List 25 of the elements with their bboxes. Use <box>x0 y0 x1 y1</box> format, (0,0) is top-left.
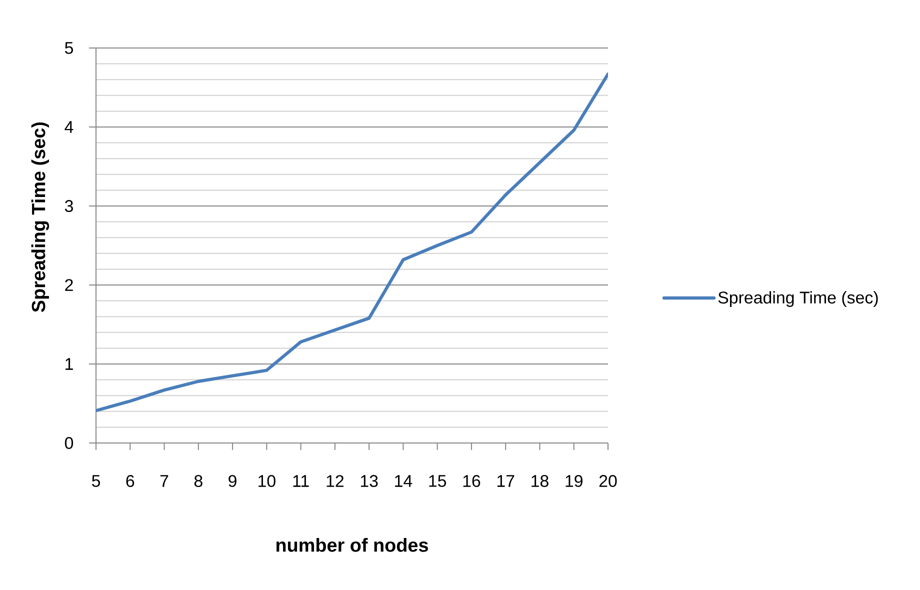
x-tick-label: 13 <box>360 475 378 488</box>
y-tick-label: 1 <box>66 358 73 370</box>
x-tick-label: 9 <box>228 475 236 488</box>
y-tick-label: 2 <box>65 279 73 291</box>
y-axis-title: Spreading Time (sec) <box>31 122 50 312</box>
x-tick-label: 14 <box>395 475 412 487</box>
legend-label: Spreading Time (sec) <box>718 291 878 307</box>
x-tick-label: 15 <box>429 475 446 487</box>
x-tick-label: 12 <box>326 475 344 487</box>
x-tick-label: 8 <box>194 475 202 488</box>
y-tick-label: 4 <box>64 121 74 133</box>
x-tick-label: 16 <box>463 475 480 488</box>
y-tick-label: 3 <box>64 200 73 212</box>
x-tick-label: 5 <box>92 475 100 487</box>
x-tick-label: 20 <box>599 475 617 488</box>
x-tick-label: 10 <box>258 475 276 488</box>
y-tick-label: 0 <box>64 437 74 449</box>
x-tick-label: 7 <box>160 475 168 487</box>
x-tick-label: 6 <box>126 475 134 488</box>
x-tick-label: 18 <box>532 475 548 488</box>
x-tick-label: 17 <box>497 475 514 487</box>
y-tick-label: 5 <box>64 42 73 54</box>
x-tick-label: 19 <box>566 475 582 488</box>
x-tick-label: 11 <box>293 475 309 487</box>
x-axis-title: number of nodes <box>276 538 428 552</box>
